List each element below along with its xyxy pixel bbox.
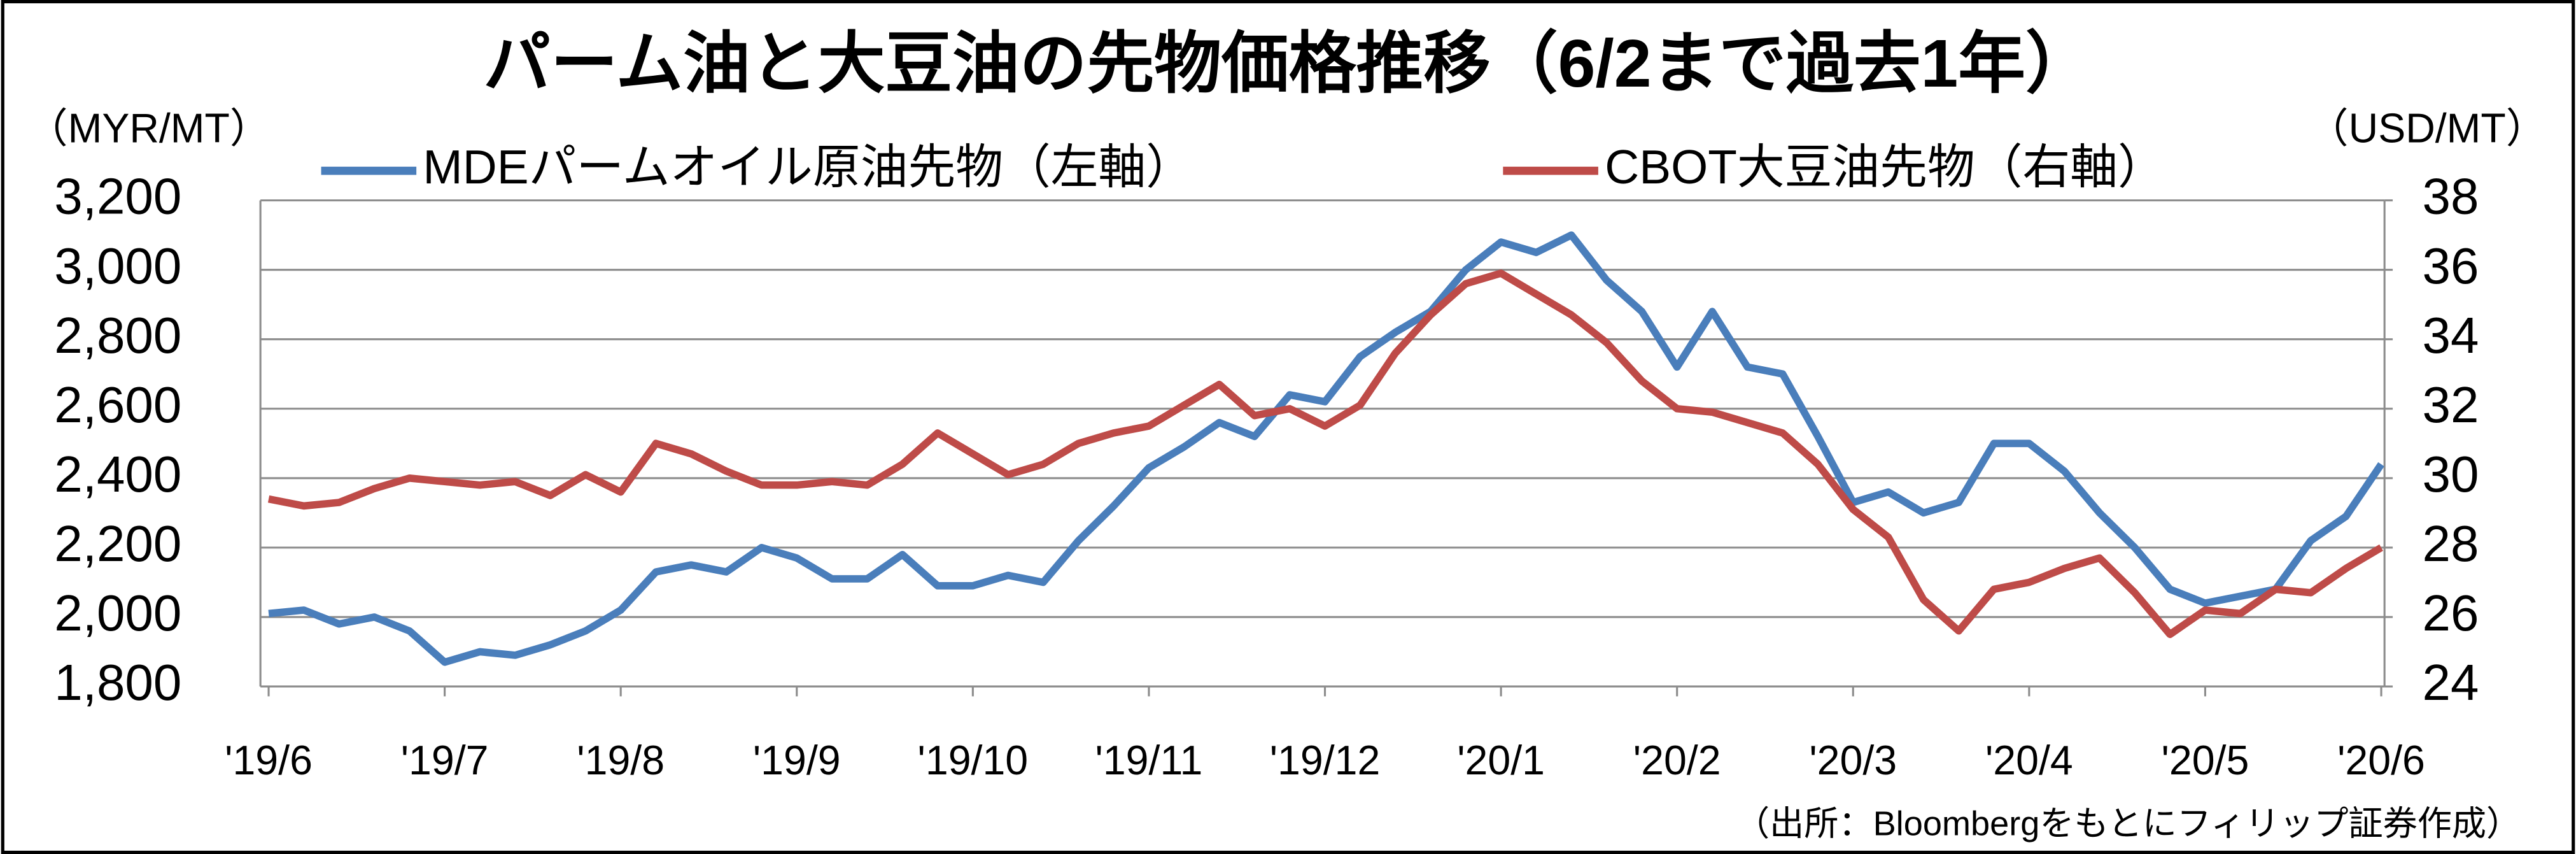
y2-axis-label: （USD/MT） <box>2307 105 2547 151</box>
x-tick-label: '20/5 <box>2162 737 2249 783</box>
y-tick-label: 2,600 <box>54 376 181 433</box>
y2-tick-label: 38 <box>2422 168 2479 225</box>
x-tick-label: '19/11 <box>1095 737 1203 783</box>
x-tick-label: '19/10 <box>918 737 1029 783</box>
y-tick-label: 2,800 <box>54 307 181 364</box>
legend-label: CBOT大豆油先物（右軸） <box>1605 140 2165 194</box>
chart-title: パーム油と大豆油の先物価格推移（6/2まで過去1年） <box>483 26 2092 101</box>
y2-tick-label: 24 <box>2422 654 2479 711</box>
source-note: （出所：Bloombergをもとにフィリップ証券作成） <box>1735 804 2521 843</box>
series-line <box>268 231 2384 666</box>
x-tick-label: '20/1 <box>1457 737 1545 783</box>
y-tick-label: 2,000 <box>54 585 181 641</box>
x-tick-label: '20/6 <box>2337 737 2425 783</box>
y-tick-label: 2,200 <box>54 515 181 572</box>
x-tick-label: '20/2 <box>1633 737 1721 783</box>
y2-tick-label: 26 <box>2422 585 2479 641</box>
series-line <box>267 269 2383 638</box>
x-tick-label: '19/9 <box>753 737 841 783</box>
y2-tick-label: 30 <box>2422 446 2479 502</box>
x-tick-label: '19/12 <box>1270 737 1381 783</box>
y2-tick-label: 36 <box>2422 238 2479 294</box>
legend-label: MDEパームオイル原油先物（左軸） <box>423 140 1193 194</box>
y-tick-label: 3,200 <box>54 168 181 225</box>
y-tick-label: 1,800 <box>54 654 181 711</box>
y-tick-label: 2,400 <box>54 446 181 502</box>
y-tick-label: 3,000 <box>54 238 181 294</box>
y-axis-label: （MYR/MT） <box>27 105 271 151</box>
x-tick-label: '19/7 <box>401 737 489 783</box>
x-tick-label: '20/4 <box>1985 737 2073 783</box>
y2-tick-label: 32 <box>2422 376 2479 433</box>
x-tick-label: '19/8 <box>577 737 665 783</box>
x-tick-label: '20/3 <box>1809 737 1897 783</box>
y2-tick-label: 34 <box>2422 307 2479 364</box>
y2-tick-label: 28 <box>2422 515 2479 572</box>
x-tick-label: '19/6 <box>225 737 313 783</box>
